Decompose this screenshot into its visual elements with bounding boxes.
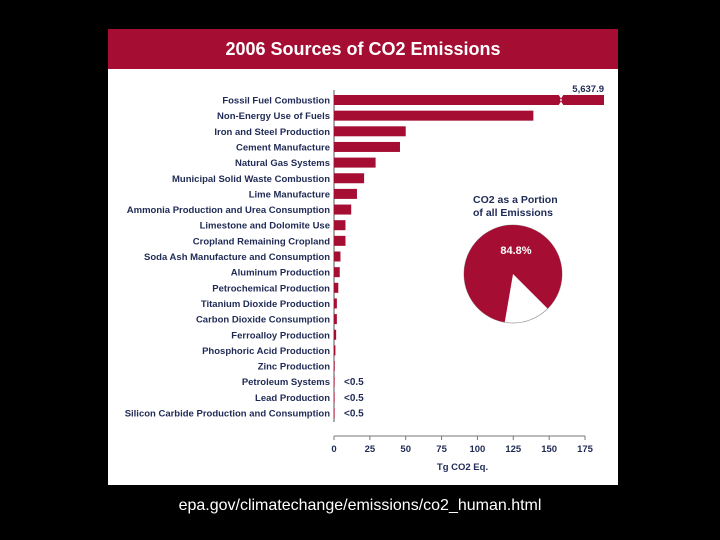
bar: [334, 314, 337, 325]
x-tick-label: 25: [365, 444, 376, 455]
bar: [334, 220, 346, 231]
category-label: Petrochemical Production: [212, 283, 330, 294]
emissions-bar-chart: Fossil Fuel Combustion 5,637.9 Non-Energy …: [125, 84, 604, 473]
x-tick-label: 50: [400, 444, 411, 455]
category-label: Carbon Dioxide Consumption: [196, 315, 330, 326]
bar: [334, 267, 340, 278]
category-label: Petroleum Systems: [242, 377, 330, 388]
category-label: Aluminum Production: [231, 268, 330, 279]
category-label: Lead Production: [255, 393, 330, 404]
pie-title-line1: CO2 as a Portion: [473, 194, 558, 206]
bar: [334, 345, 336, 356]
category-label: Soda Ash Manufacture and Consumption: [144, 252, 330, 263]
category-label: Fossil Fuel Combustion: [222, 96, 330, 107]
bar: [334, 157, 376, 168]
category-label: Ammonia Production and Urea Consumption: [127, 205, 330, 216]
x-tick-label: 150: [541, 444, 557, 455]
bar: [334, 235, 346, 246]
x-tick-label: 0: [331, 444, 336, 455]
bar: [334, 298, 337, 309]
category-label: Municipal Solid Waste Combustion: [172, 174, 330, 185]
category-label: Non-Energy Use of Fuels: [217, 111, 330, 122]
x-tick-label: 100: [469, 444, 485, 455]
data-label: 5,637.9: [572, 84, 604, 95]
category-label: Zinc Production: [258, 362, 331, 373]
category-label: Silicon Carbide Production and Consumpti…: [125, 409, 331, 420]
data-label: <0.5: [344, 409, 364, 420]
data-label: <0.5: [344, 393, 364, 404]
category-label: Cropland Remaining Cropland: [193, 236, 330, 247]
bar: [334, 376, 335, 387]
pie-co2-slice: [463, 225, 562, 323]
category-label: Limestone and Dolomite Use: [200, 221, 330, 232]
chart-panel: 2006 Sources of CO2 Emissions Fossil Fue…: [108, 29, 618, 485]
bar: [334, 251, 341, 262]
x-axis-label: Tg CO2 Eq.: [437, 462, 488, 473]
bar: [334, 126, 406, 137]
pie-value-label: 84.8%: [500, 245, 531, 257]
category-label: Iron and Steel Production: [214, 127, 330, 138]
bar: [334, 361, 335, 372]
x-tick-label: 125: [505, 444, 522, 455]
category-label: Ferroalloy Production: [231, 330, 330, 341]
category-label: Titanium Dioxide Production: [201, 299, 330, 310]
source-caption: epa.gov/climatechange/emissions/co2_huma…: [178, 497, 542, 514]
chart-title: 2006 Sources of CO2 Emissions: [225, 39, 501, 59]
bar: [334, 282, 339, 293]
title-bar: 2006 Sources of CO2 Emissions: [108, 29, 618, 69]
category-label: Lime Manufacture: [249, 189, 330, 200]
data-label: <0.5: [344, 377, 364, 388]
bar: [334, 329, 337, 340]
x-tick-label: 75: [436, 444, 447, 455]
x-tick-label: 175: [577, 444, 594, 455]
bar: [334, 188, 357, 199]
bar: [334, 204, 352, 215]
bar: [334, 173, 365, 184]
pie-title-line2: of all Emissions: [473, 207, 553, 219]
category-label: Cement Manufacture: [236, 142, 330, 153]
bar: [334, 110, 534, 121]
bar: [334, 408, 335, 418]
bar: [334, 141, 400, 152]
axis-break-mark: [558, 94, 564, 106]
category-label: Phosphoric Acid Production: [202, 346, 330, 357]
category-label: Natural Gas Systems: [235, 158, 330, 169]
bar: [334, 95, 604, 105]
bar: [334, 392, 335, 403]
